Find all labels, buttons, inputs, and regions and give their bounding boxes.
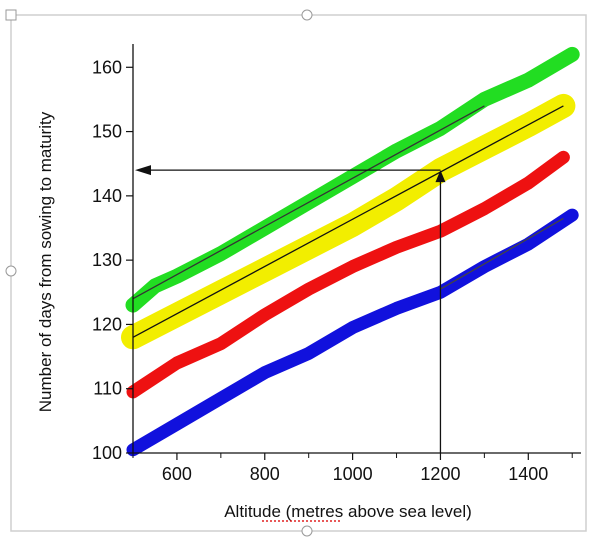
x-tick-label-800: 800: [250, 464, 280, 484]
x-axis-title: Altitude (metres above sea level): [224, 502, 472, 521]
y-axis-title: Number of days from sowing to maturity: [36, 111, 55, 412]
axis-layer: 600 800 1000 1200 1400 100 110 120 130 140 150 160: [92, 44, 581, 484]
y-tick-label-150: 150: [92, 122, 122, 142]
y-tick-label-140: 140: [92, 186, 122, 206]
y-tick-label-160: 160: [92, 57, 122, 77]
y-tick-label-110: 110: [93, 379, 122, 399]
resize-handle-left[interactable]: [5, 265, 17, 277]
y-tick-label-120: 120: [92, 314, 122, 334]
series-band-1: [125, 46, 580, 313]
resize-handle-top[interactable]: [301, 9, 313, 21]
annotation-left-arrowhead: [135, 165, 151, 176]
series-band-3: [126, 150, 570, 399]
x-tick-label-600: 600: [162, 464, 192, 484]
resize-handle-bottom[interactable]: [301, 525, 313, 537]
y-tick-label-130: 130: [92, 250, 122, 270]
x-tick-label-1200: 1200: [420, 464, 460, 484]
fit-line-layer: [132, 105, 564, 338]
series-band-4: [126, 208, 579, 457]
fit-line-2: [132, 105, 485, 300]
fit-line-3: [440, 217, 564, 290]
x-tick-label-1400: 1400: [508, 464, 548, 484]
y-tick-label-100: 100: [92, 443, 122, 463]
annotation-layer: [135, 165, 446, 453]
x-tick-label-1000: 1000: [333, 464, 373, 484]
fit-line-1: [132, 105, 564, 338]
annotation-up-arrowhead: [435, 170, 446, 183]
series-layer: [121, 46, 580, 457]
resize-handle-top-left[interactable]: [5, 9, 17, 21]
